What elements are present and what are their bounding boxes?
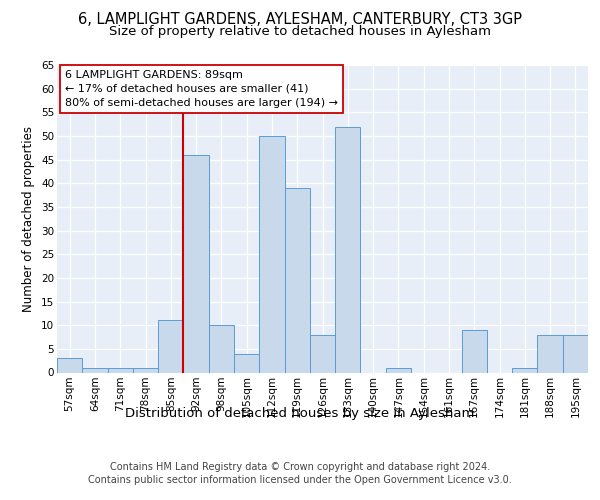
Y-axis label: Number of detached properties: Number of detached properties (22, 126, 35, 312)
Text: Size of property relative to detached houses in Aylesham: Size of property relative to detached ho… (109, 25, 491, 38)
Bar (133, 368, 158, 372)
Text: Distribution of detached houses by size in Aylesham: Distribution of detached houses by size … (125, 408, 475, 420)
Text: 6 LAMPLIGHT GARDENS: 89sqm
← 17% of detached houses are smaller (41)
80% of semi: 6 LAMPLIGHT GARDENS: 89sqm ← 17% of deta… (65, 70, 338, 108)
Bar (259, 136, 284, 372)
Text: Contains HM Land Registry data © Crown copyright and database right 2024.: Contains HM Land Registry data © Crown c… (110, 462, 490, 472)
Bar (209, 325, 234, 372)
Text: Contains public sector information licensed under the Open Government Licence v3: Contains public sector information licen… (88, 475, 512, 485)
Bar (284, 188, 310, 372)
Bar (563, 334, 588, 372)
Bar (82, 368, 107, 372)
Bar (512, 368, 538, 372)
Bar (184, 155, 209, 372)
Bar (538, 334, 563, 372)
Text: 6, LAMPLIGHT GARDENS, AYLESHAM, CANTERBURY, CT3 3GP: 6, LAMPLIGHT GARDENS, AYLESHAM, CANTERBU… (78, 12, 522, 28)
Bar (461, 330, 487, 372)
Bar (107, 368, 133, 372)
Bar (335, 126, 361, 372)
Bar (234, 354, 259, 372)
Bar (386, 368, 411, 372)
Bar (57, 358, 82, 372)
Bar (158, 320, 184, 372)
Bar (310, 334, 335, 372)
